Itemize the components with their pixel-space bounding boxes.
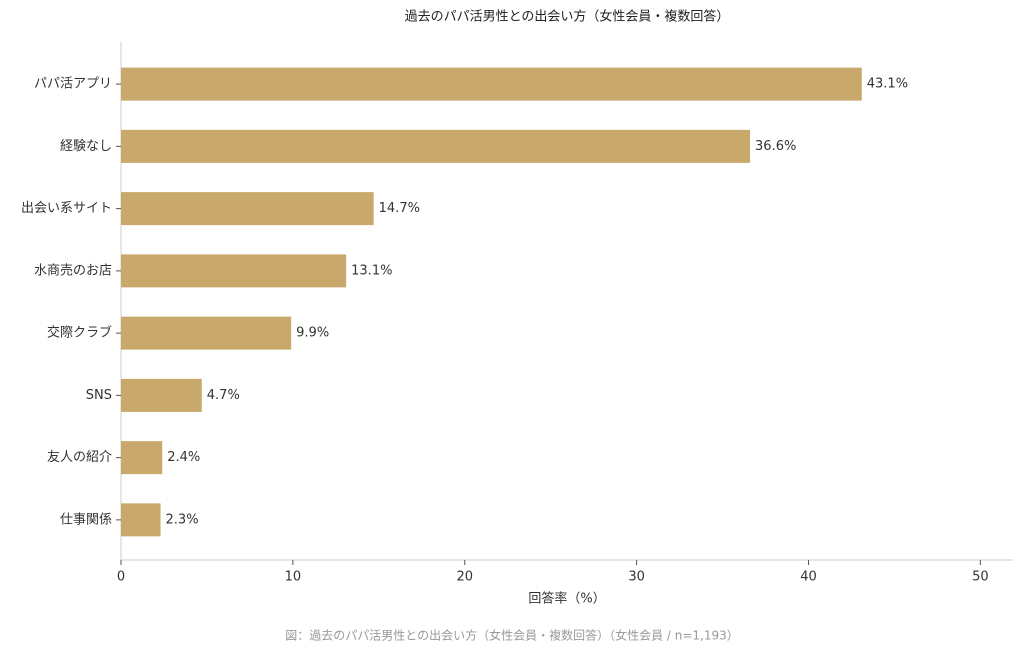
x-tick-label: 0	[117, 570, 125, 585]
bar	[121, 192, 374, 226]
bar	[121, 129, 751, 163]
x-tick-label: 50	[972, 570, 989, 585]
y-tick-label: 水商売のお店	[34, 262, 112, 278]
y-tick-label: 友人の紹介	[47, 449, 112, 465]
y-tick-label: 仕事関係	[60, 512, 112, 527]
bar	[121, 503, 161, 537]
value-label: 9.9%	[296, 326, 329, 341]
y-tick-label: SNS	[86, 388, 112, 403]
y-tick-label: パパ活アプリ	[34, 77, 112, 92]
bar	[121, 254, 347, 288]
value-label: 13.1%	[351, 263, 392, 278]
x-tick-label: 20	[456, 570, 473, 585]
y-tick-label: 出会い系サイト	[21, 201, 112, 216]
x-tick-label: 30	[628, 570, 645, 585]
bar	[121, 67, 862, 101]
bar	[121, 378, 202, 412]
value-label: 36.6%	[755, 139, 796, 154]
bar	[121, 441, 163, 475]
value-label: 2.3%	[166, 512, 199, 527]
x-tick-label: 10	[285, 570, 302, 585]
caption: 図：過去のパパ活男性との出会い方（女性会員・複数回答）（女性会員 / n=1,1…	[285, 628, 739, 643]
value-label: 2.4%	[167, 450, 200, 465]
chart-title: 過去のパパ活男性との出会い方（女性会員・複数回答）	[405, 9, 730, 25]
value-label: 14.7%	[379, 201, 420, 216]
y-tick-label: 経験なし	[60, 139, 112, 154]
x-tick-label: 40	[800, 570, 817, 585]
bar	[121, 316, 292, 350]
y-tick-label: 交際クラブ	[47, 325, 112, 341]
value-label: 4.7%	[207, 388, 240, 403]
value-label: 43.1%	[867, 77, 908, 92]
x-axis-label: 回答率（%）	[528, 591, 605, 607]
